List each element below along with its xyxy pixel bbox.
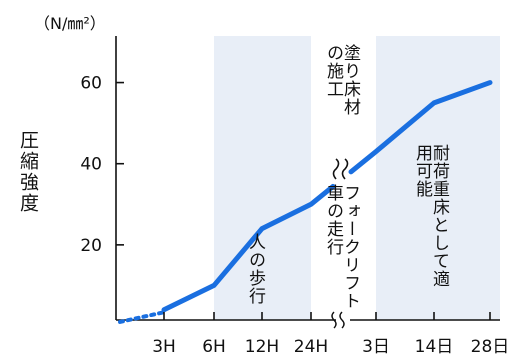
line-break-mark-2 xyxy=(341,158,349,180)
band-0 xyxy=(214,36,311,320)
x-tick-label-2: 12H xyxy=(245,337,279,357)
annotation-forklift: フォークリフト車の走行 xyxy=(323,184,360,310)
x-tick-label-0: 3H xyxy=(152,337,176,357)
y-axis-label: 圧縮強度 xyxy=(17,130,39,214)
tick-labels: 20 40 60 3H 6H 12H 24H 3日 14日 28日 xyxy=(80,74,509,357)
band-1 xyxy=(376,36,500,320)
y-tick-label-60: 60 xyxy=(80,74,102,94)
y-tick-label-20: 20 xyxy=(80,236,102,256)
x-tick-label-4: 3日 xyxy=(362,337,390,357)
x-tick-label-1: 6H xyxy=(202,337,226,357)
y-tick-label-40: 40 xyxy=(80,155,102,175)
y-axis-unit: （N/㎜²） xyxy=(34,14,106,33)
line-break-mark-1 xyxy=(332,158,340,180)
x-tick-label-3: 24H xyxy=(294,337,328,357)
x-axis-break-mark-2 xyxy=(339,311,345,329)
band-label-load-bearing: 耐荷重床として適用可能 xyxy=(412,144,449,288)
shaded-bands xyxy=(214,36,500,320)
series-layer xyxy=(118,80,493,324)
band-label-walking: 人の歩行 xyxy=(245,233,265,305)
x-axis-break-mark-1 xyxy=(331,311,337,329)
x-tick-label-6: 28日 xyxy=(471,337,510,357)
annotation-floor-coating: 塗り床材の施工 xyxy=(323,44,360,116)
series-0-lead-in xyxy=(118,310,166,324)
x-tick-label-5: 14日 xyxy=(415,337,454,357)
